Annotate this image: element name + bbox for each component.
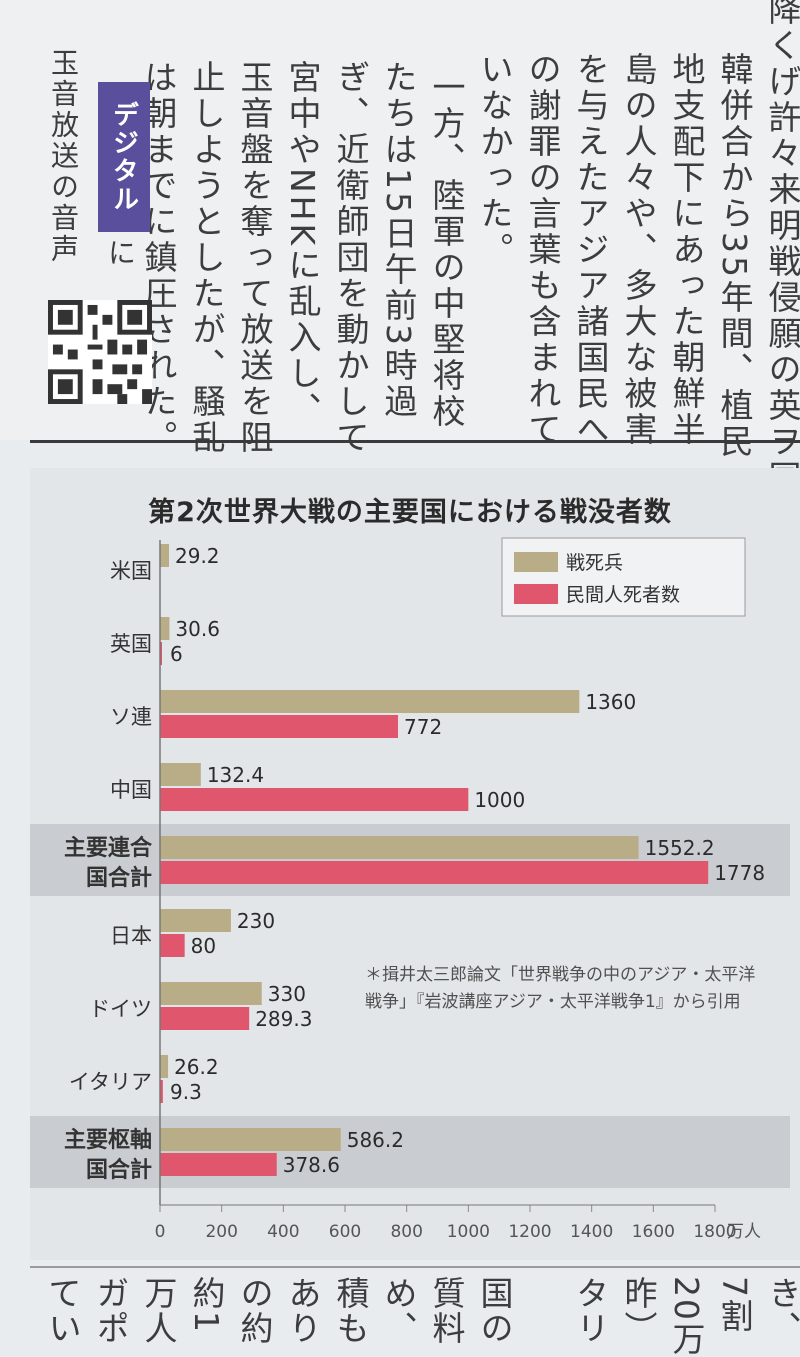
data-label: 586.2: [347, 1128, 404, 1152]
category-label: イタリア: [69, 1070, 152, 1094]
soldier-bar: [160, 544, 170, 567]
article-column: 積も: [331, 1276, 370, 1346]
article-column: いなかった。: [475, 52, 514, 268]
civilian-bar: [160, 861, 709, 884]
x-tick-label: 1600: [632, 1222, 675, 1242]
civilian-bar: [160, 934, 185, 957]
legend-swatch-soldier: [514, 552, 558, 572]
article-column: 国の: [475, 1276, 514, 1346]
data-label: 26.2: [174, 1055, 219, 1079]
article-column: ガポ: [91, 1276, 130, 1346]
soldier-bar: [160, 1128, 341, 1151]
article-column: 質料: [427, 1276, 466, 1346]
article-top: 降くげ許々来明戦侵願の英ヲ国皇 韓併合から35年間、植民 地支配下にあった朝鮮半 島の…: [0, 0, 800, 532]
article-column: め、: [379, 1276, 418, 1346]
article-column: 降くげ許々来明戦侵願の英ヲ国皇: [763, 0, 800, 532]
category-label: 中国: [110, 778, 152, 802]
data-label: 772: [404, 715, 442, 739]
civilian-bar: [160, 642, 162, 665]
article-column: 宮中やNHKに乱入し、: [283, 60, 322, 429]
digital-caption: 玉音放送の音声: [47, 48, 80, 265]
civilian-bar: [160, 1007, 250, 1030]
soldier-bar: [160, 982, 262, 1005]
article-column: 昨）: [619, 1276, 658, 1346]
category-label: 英国: [110, 632, 152, 656]
data-label: 9.3: [170, 1080, 202, 1104]
article-column: あり: [283, 1276, 322, 1346]
data-label: 1552.2: [645, 836, 715, 860]
category-label: 主要枢軸: [64, 1127, 152, 1153]
x-tick-label: 800: [390, 1222, 422, 1242]
article-column: 約1: [187, 1276, 226, 1334]
article-column: 20万: [667, 1276, 706, 1357]
soldier-bar: [160, 836, 639, 859]
category-label: 日本: [110, 924, 152, 948]
highlight-band: [30, 1116, 790, 1188]
data-label: 1360: [585, 690, 636, 714]
section-divider-bottom: [30, 1266, 800, 1268]
x-tick-label: 200: [205, 1222, 237, 1242]
data-label: 1000: [474, 788, 525, 812]
article-column: たちは15日午前3時過: [379, 60, 418, 420]
data-label: 230: [237, 909, 275, 933]
soldier-bar: [160, 763, 201, 786]
data-label: 330: [268, 982, 306, 1006]
data-label: 378.6: [283, 1153, 340, 1177]
data-label: 6: [170, 642, 183, 666]
article-column: 万人: [139, 1276, 178, 1346]
civilian-bar: [160, 1080, 163, 1103]
article-column: 韓併合から35年間、植民: [715, 52, 754, 460]
soldier-bar: [160, 690, 580, 713]
category-label: 米国: [110, 559, 152, 583]
article-column: 止しようとしたが、騒乱: [187, 60, 226, 456]
civilian-bar: [160, 715, 399, 738]
legend-label: 戦死兵: [566, 552, 623, 574]
x-tick-label: 600: [329, 1222, 361, 1242]
category-label: 主要連合: [64, 835, 153, 861]
article-column: 一方、陸軍の中堅将校: [427, 70, 466, 430]
article-column: 地支配下にあった朝鮮半: [667, 52, 706, 448]
legend-label: 民間人死者数: [566, 584, 680, 606]
data-label: 29.2: [175, 544, 220, 568]
chart-source-note: ＊揖井太三郎論文「世界戦争の中のアジア・太平洋戦争」『岩波講座アジア・太平洋戦争…: [365, 965, 756, 1012]
data-label: 132.4: [207, 763, 264, 787]
data-label: 1778: [714, 861, 765, 885]
civilian-bar: [160, 788, 469, 811]
article-column: 7割: [715, 1276, 754, 1334]
article-column: の謝罪の言葉も含まれて: [523, 52, 562, 448]
article-column: タリ: [571, 1276, 610, 1346]
article-column: 玉音盤を奪って放送を阻: [235, 60, 274, 456]
section-divider: [30, 440, 800, 443]
chart-title: 第2次世界大戦の主要国における戦没者数: [148, 497, 672, 528]
data-label: 30.6: [175, 617, 220, 641]
data-label: 80: [191, 934, 216, 958]
article-column: き、: [763, 1276, 800, 1346]
category-label: 国合計: [86, 865, 152, 891]
x-axis-unit: 万人: [727, 1222, 761, 1242]
category-label: 国合計: [86, 1157, 152, 1183]
x-tick-label: 0: [155, 1222, 166, 1242]
category-label: ドイツ: [89, 997, 152, 1021]
x-tick-label: 1000: [447, 1222, 490, 1242]
data-label: 289.3: [255, 1007, 312, 1031]
x-tick-label: 1800: [693, 1222, 736, 1242]
x-tick-label: 1400: [570, 1222, 613, 1242]
article-column: の約: [235, 1276, 274, 1346]
legend-swatch-civilian: [514, 584, 558, 604]
x-tick-label: 1200: [508, 1222, 551, 1242]
soldier-bar: [160, 617, 170, 640]
article-column: ぎ、近衛師団を動かして: [331, 60, 370, 456]
category-label: ソ連: [110, 705, 152, 729]
article-column: 島の人々や、多大な被害: [619, 52, 658, 448]
article-column: を与えたアジア諸国民へ: [571, 52, 610, 448]
soldier-bar: [160, 909, 231, 932]
digital-badge-suffix: に: [104, 238, 137, 266]
article-column: てい: [43, 1276, 82, 1346]
qr-code-icon[interactable]: [48, 300, 152, 404]
civilian-bar: [160, 1153, 277, 1176]
soldier-bar: [160, 1055, 169, 1078]
x-tick-label: 400: [267, 1222, 299, 1242]
digital-badge: デジタル: [98, 82, 150, 232]
